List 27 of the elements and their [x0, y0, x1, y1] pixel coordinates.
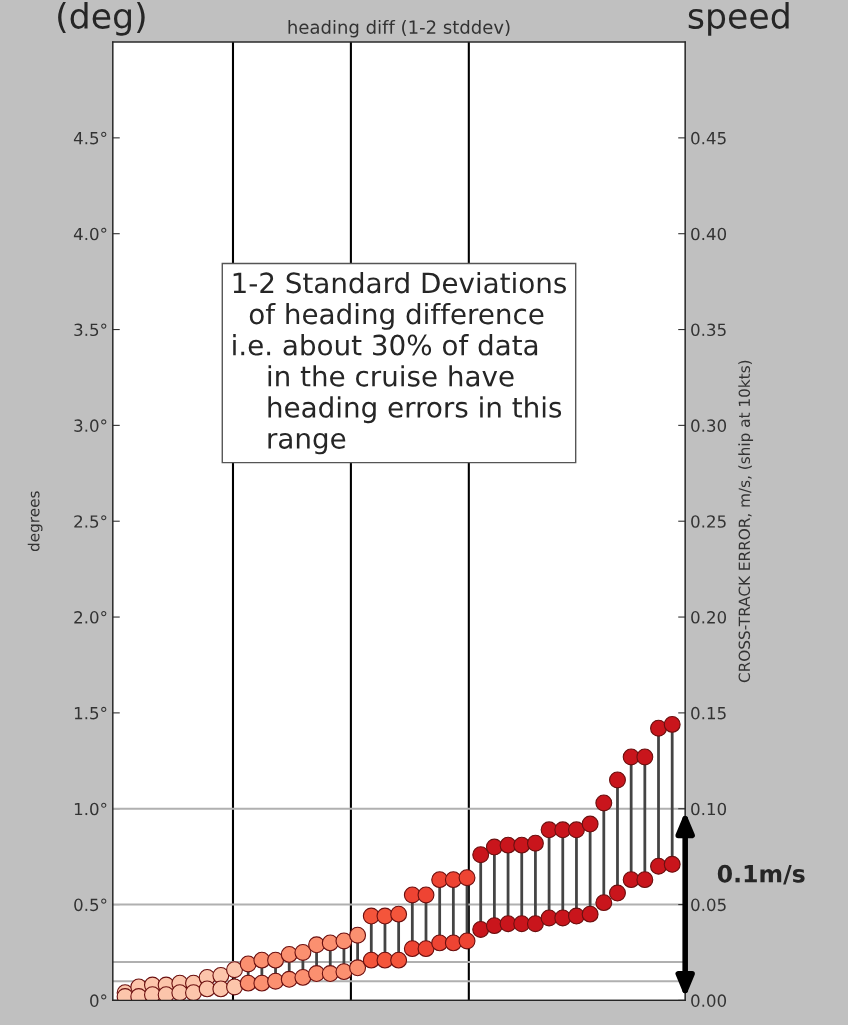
y2-tick-label: 0.20: [691, 611, 727, 624]
y-tick-label: 2.5°: [74, 515, 107, 528]
y-tick-label: 2.0°: [74, 611, 107, 624]
y-tick-label: 4.0°: [73, 227, 107, 241]
y2-tick-label: 0.35: [691, 323, 726, 337]
y-tick-label: 1.5°: [74, 706, 107, 720]
y2-tick-label: 0.10: [691, 802, 727, 816]
y2-tick-label: 0.00: [691, 994, 727, 1007]
y2-tick-label: 0.05: [691, 898, 726, 912]
y-tick-label: 0°: [90, 994, 107, 1007]
y2-tick-label: 0.45: [691, 131, 726, 145]
y2-axis-title: CROSS-TRACK ERROR, m/s, (ship at 10kts): [738, 360, 754, 683]
y2-tick-label: 0.15: [691, 706, 726, 720]
text: (deg): [58, 2, 145, 36]
y2-tick-label: 0.25: [691, 515, 726, 528]
y2-tick-label: 0.30: [691, 419, 727, 432]
y-tick-label: 1.0°: [74, 802, 107, 816]
chart-title: heading diff (1-2 stddev): [288, 19, 510, 38]
y-tick-label: 0.5°: [74, 898, 107, 912]
text: speed: [688, 2, 789, 36]
annotation: 1-2 Standard Deviations of heading difference i.e. about 30% of data in the cruise have heading errors in this range: [233, 271, 566, 455]
y-tick-label: 4.5°: [73, 131, 107, 145]
y-tick-label: 3.5°: [74, 323, 107, 337]
text: 0.1m/s: [717, 864, 805, 885]
y-tick-label: 3.0°: [74, 419, 107, 432]
y2-tick-label: 0.40: [691, 227, 727, 241]
y-axis-title: degrees: [27, 491, 43, 552]
